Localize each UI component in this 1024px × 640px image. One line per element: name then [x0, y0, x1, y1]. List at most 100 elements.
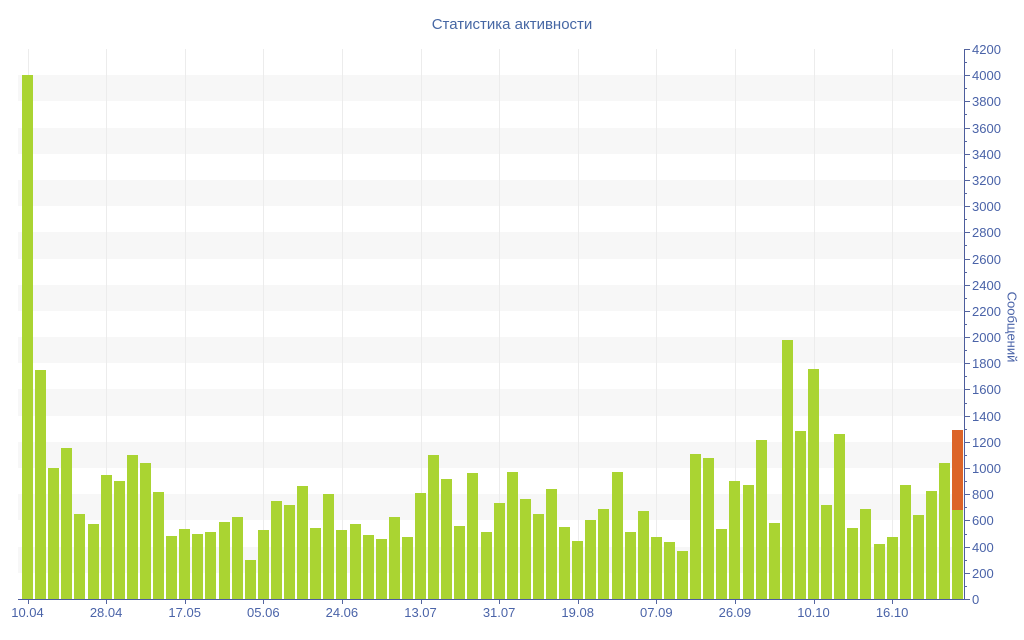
bar[interactable] [126, 454, 138, 599]
bar[interactable] [61, 448, 73, 599]
bar[interactable] [925, 490, 937, 599]
bar[interactable] [899, 485, 911, 599]
y-tick-label: 2000 [972, 330, 1001, 346]
bar[interactable] [467, 473, 479, 599]
bar[interactable] [572, 540, 584, 599]
bar[interactable] [310, 527, 322, 599]
bar[interactable] [100, 474, 112, 599]
y-major-tick [964, 310, 970, 312]
bar[interactable] [611, 471, 623, 599]
x-tick [813, 600, 815, 604]
bar[interactable] [231, 516, 243, 599]
grid-band [18, 179, 964, 207]
y-tick-label: 2600 [972, 251, 1001, 267]
y-major-tick [964, 363, 970, 365]
bar[interactable] [415, 492, 426, 599]
bar[interactable] [519, 498, 531, 599]
bar[interactable] [336, 529, 348, 599]
bar[interactable] [755, 439, 767, 599]
bar[interactable] [781, 339, 793, 599]
y-minor-tick [964, 402, 967, 404]
y-minor-tick [964, 454, 967, 456]
bar[interactable] [650, 537, 662, 599]
bar[interactable] [284, 505, 295, 599]
bar[interactable] [113, 481, 125, 599]
y-tick-label: 1400 [972, 408, 1001, 424]
bar[interactable] [624, 532, 636, 599]
bar[interactable] [166, 536, 178, 599]
bar-last-highlight[interactable] [952, 430, 964, 510]
bar[interactable] [257, 530, 269, 599]
bar[interactable] [768, 523, 780, 599]
bar[interactable] [441, 478, 453, 599]
y-tick-label: 2200 [972, 303, 1001, 319]
bar[interactable] [663, 542, 675, 599]
bar[interactable] [886, 536, 898, 599]
bar[interactable] [139, 462, 151, 599]
bar[interactable] [677, 550, 688, 599]
bar[interactable] [598, 508, 610, 599]
bar[interactable] [192, 534, 204, 599]
x-tick-label: 10.04 [11, 605, 44, 620]
grid-band [18, 127, 964, 154]
bar[interactable] [716, 528, 728, 599]
bar[interactable] [218, 522, 230, 599]
x-tick-label: 13.07 [404, 605, 437, 620]
bar[interactable] [585, 520, 597, 599]
bar[interactable] [480, 532, 492, 599]
bar-last-base[interactable] [952, 509, 964, 599]
bar[interactable] [690, 453, 702, 599]
bar[interactable] [847, 527, 859, 599]
bar[interactable] [153, 491, 164, 599]
bar[interactable] [74, 513, 86, 599]
grid-band [18, 337, 964, 364]
bar[interactable] [428, 454, 440, 599]
bar[interactable] [205, 532, 217, 599]
bar[interactable] [559, 526, 571, 599]
bar[interactable] [35, 369, 47, 599]
bar[interactable] [87, 523, 99, 599]
y-tick-label: 1600 [972, 382, 1001, 398]
bar[interactable] [808, 368, 819, 599]
bar[interactable] [546, 489, 557, 599]
bar[interactable] [22, 75, 33, 599]
bar[interactable] [821, 505, 833, 599]
bar[interactable] [506, 471, 518, 599]
bar[interactable] [362, 534, 374, 599]
bar[interactable] [939, 462, 950, 599]
y-major-tick [964, 389, 970, 391]
y-tick-label: 1000 [972, 461, 1001, 477]
bar[interactable] [48, 468, 60, 599]
bar[interactable] [834, 434, 846, 599]
y-minor-tick [964, 559, 967, 561]
bar[interactable] [401, 536, 413, 599]
bar[interactable] [244, 559, 256, 599]
bar[interactable] [742, 485, 754, 599]
bar[interactable] [532, 513, 544, 599]
bar[interactable] [703, 458, 715, 599]
vertical-gridline [420, 49, 422, 599]
vertical-gridline [499, 49, 501, 599]
x-tick [420, 600, 422, 604]
y-minor-tick [964, 271, 967, 273]
bar[interactable] [297, 486, 309, 599]
bar[interactable] [729, 481, 741, 599]
bar[interactable] [873, 544, 885, 599]
bar[interactable] [860, 508, 872, 599]
bar[interactable] [323, 494, 335, 599]
bar[interactable] [270, 500, 282, 599]
bar[interactable] [637, 511, 649, 599]
bar[interactable] [349, 524, 361, 599]
plot-area [18, 49, 965, 600]
x-tick [106, 600, 108, 604]
bar[interactable] [388, 516, 400, 599]
bar[interactable] [179, 528, 191, 599]
bar[interactable] [912, 514, 924, 599]
bar[interactable] [493, 503, 505, 599]
y-tick-label: 1800 [972, 356, 1001, 372]
bar[interactable] [375, 539, 387, 599]
y-tick-label: 4200 [972, 42, 1001, 57]
bar[interactable] [454, 525, 466, 599]
bar[interactable] [794, 431, 806, 599]
y-major-tick [964, 599, 970, 600]
